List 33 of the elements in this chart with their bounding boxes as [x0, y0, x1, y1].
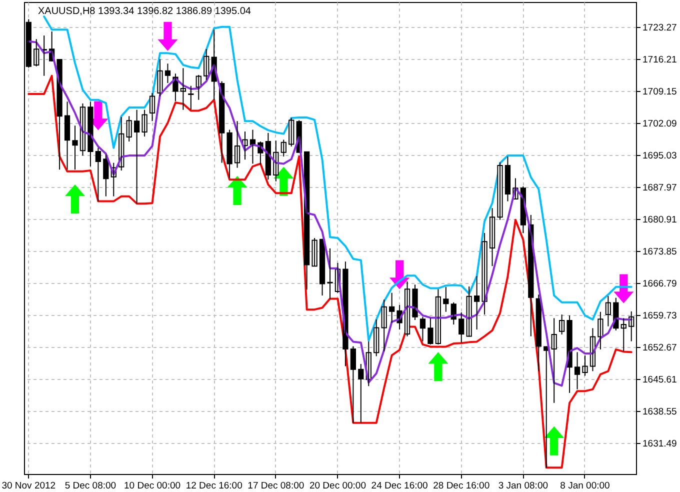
- y-tick-label: 1631.49: [642, 438, 677, 450]
- y-tick-label: 1680.91: [642, 214, 677, 226]
- candlestick: [582, 354, 588, 376]
- y-tick-label: 1638.55: [642, 406, 677, 418]
- x-tick-label: 5 Dec 08:00: [64, 480, 116, 492]
- y-tick-label: 1652.67: [642, 342, 677, 354]
- y-tick-label: 1659.73: [642, 310, 677, 322]
- line-series: [43, 15, 632, 342]
- y-tick-label: 1645.61: [642, 374, 677, 386]
- x-tick-label: 12 Dec 16:00: [186, 480, 242, 492]
- candlestick: [72, 125, 78, 170]
- x-tick-label: 30 Nov 2012: [2, 480, 56, 492]
- y-tick-label: 1702.09: [642, 118, 677, 130]
- y-tick-label: 1716.21: [642, 54, 677, 66]
- line-series: [28, 74, 632, 469]
- y-tick-label: 1709.15: [642, 86, 677, 98]
- x-tick-label: 3 Jan 08:00: [498, 480, 548, 492]
- x-tick-label: 10 Dec 00:00: [124, 480, 181, 492]
- chart-title: XAUUSD,H8 1393.34 1396.82 1386.89 1395.04: [38, 6, 252, 17]
- x-tick-label: 28 Dec 16:00: [433, 480, 490, 492]
- y-tick-label: 1673.85: [642, 246, 677, 258]
- y-tick-label: 1687.97: [642, 182, 677, 194]
- x-tick-label: 24 Dec 16:00: [371, 480, 428, 492]
- point: [64, 184, 86, 214]
- x-tick-label: 17 Dec 08:00: [248, 480, 304, 492]
- candlestick: [428, 318, 434, 345]
- candlestick: [188, 85, 194, 110]
- candlestick: [327, 248, 333, 300]
- x-tick-label: 8 Jan 00:00: [560, 480, 610, 492]
- y-tick-label: 1695.03: [642, 150, 677, 162]
- y-tick-label: 1723.27: [642, 22, 677, 34]
- y-tick-label: 1666.79: [642, 278, 677, 290]
- x-tick-label: 20 Dec 00:00: [309, 480, 366, 492]
